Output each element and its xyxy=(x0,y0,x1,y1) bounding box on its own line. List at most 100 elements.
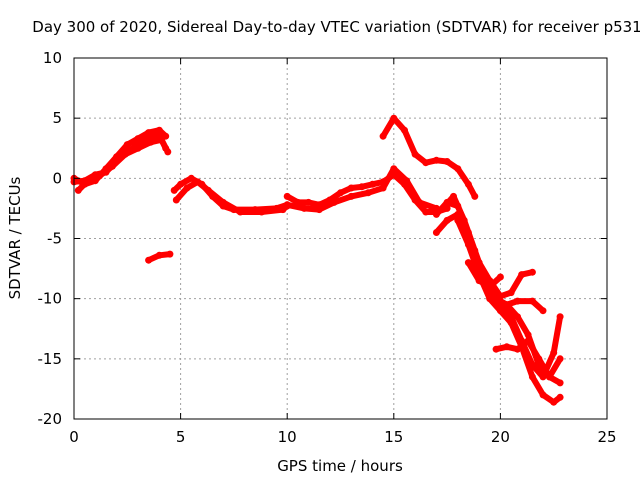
data-point xyxy=(379,132,387,140)
x-tick-label: 25 xyxy=(597,428,616,446)
data-point xyxy=(411,150,419,158)
data-point xyxy=(464,241,472,248)
data-point xyxy=(315,206,323,214)
data-point xyxy=(503,301,511,309)
y-tick-label: 0 xyxy=(52,169,62,187)
data-point xyxy=(364,189,372,197)
data-point xyxy=(283,201,291,209)
data-point xyxy=(379,184,387,192)
data-point xyxy=(300,204,308,212)
data-point xyxy=(123,141,131,149)
data-point xyxy=(369,180,376,188)
y-tick-label: -20 xyxy=(38,410,63,428)
data-point xyxy=(550,349,558,357)
data-layer xyxy=(70,114,564,406)
data-point xyxy=(556,393,564,401)
data-point xyxy=(539,307,547,315)
data-point xyxy=(157,136,165,144)
data-point xyxy=(514,313,521,321)
data-point xyxy=(219,198,227,206)
data-point xyxy=(443,158,451,165)
y-tick-label: -15 xyxy=(38,350,63,368)
data-point xyxy=(347,192,355,200)
data-point xyxy=(535,361,543,369)
data-point xyxy=(528,297,536,305)
data-point xyxy=(486,295,494,303)
data-point xyxy=(155,126,163,134)
data-point xyxy=(401,126,408,134)
x-tick-label: 5 xyxy=(176,428,186,446)
series-track-n xyxy=(464,259,504,291)
data-point xyxy=(524,331,532,339)
data-point xyxy=(464,180,472,188)
y-tick-label: 10 xyxy=(43,49,62,67)
data-point xyxy=(492,295,500,303)
data-point xyxy=(475,277,483,285)
data-point xyxy=(545,373,553,381)
data-point xyxy=(556,313,564,321)
data-point xyxy=(74,186,82,194)
series-track-d xyxy=(145,250,174,264)
data-point xyxy=(258,208,266,216)
data-point xyxy=(503,343,511,351)
data-point xyxy=(134,135,142,143)
data-point xyxy=(492,345,500,353)
series-line xyxy=(284,171,451,215)
data-point xyxy=(108,162,116,170)
series-track-i xyxy=(379,114,479,200)
data-point xyxy=(507,319,515,327)
data-point xyxy=(236,208,244,216)
data-point xyxy=(556,355,564,363)
data-point xyxy=(415,198,423,206)
data-point xyxy=(155,251,163,259)
data-point xyxy=(528,268,536,276)
x-tick-label: 15 xyxy=(384,428,403,446)
data-point xyxy=(496,273,504,281)
data-point xyxy=(337,189,344,197)
data-point xyxy=(330,198,338,206)
data-point xyxy=(432,210,440,218)
data-point xyxy=(443,216,451,224)
data-point xyxy=(432,229,440,236)
y-tick-label: 5 xyxy=(52,109,62,127)
data-point xyxy=(83,178,91,186)
data-point xyxy=(194,178,202,186)
series-track-l xyxy=(439,192,547,315)
data-point xyxy=(514,345,521,353)
series-track-f xyxy=(172,178,291,216)
data-point xyxy=(507,289,515,297)
data-point xyxy=(496,307,504,315)
data-point xyxy=(390,114,398,122)
data-point xyxy=(187,174,195,182)
data-point xyxy=(166,250,174,258)
data-point xyxy=(550,398,558,406)
series-track-c xyxy=(74,136,172,194)
data-point xyxy=(204,186,212,194)
x-tick-label: 0 xyxy=(69,428,79,446)
y-axis-label: SDTVAR / TECUs xyxy=(6,176,24,299)
data-point xyxy=(454,216,462,224)
data-point xyxy=(528,373,536,381)
x-axis-label: GPS time / hours xyxy=(277,457,403,475)
data-point xyxy=(390,165,398,173)
data-point xyxy=(145,256,153,264)
series-line xyxy=(465,259,504,290)
series-track-h xyxy=(283,165,440,214)
data-point xyxy=(170,186,178,194)
data-point xyxy=(172,196,180,204)
data-point xyxy=(147,138,155,146)
data-point xyxy=(486,283,494,291)
data-point xyxy=(183,184,191,192)
chart-title: Day 300 of 2020, Sidereal Day-to-day VTE… xyxy=(32,18,640,36)
data-point xyxy=(556,379,564,387)
data-point xyxy=(471,192,479,200)
data-point xyxy=(464,259,472,267)
data-point xyxy=(514,297,521,305)
data-point xyxy=(403,177,411,185)
data-point xyxy=(283,192,291,200)
data-point xyxy=(347,184,355,192)
data-point xyxy=(539,391,547,399)
data-point xyxy=(164,148,172,156)
